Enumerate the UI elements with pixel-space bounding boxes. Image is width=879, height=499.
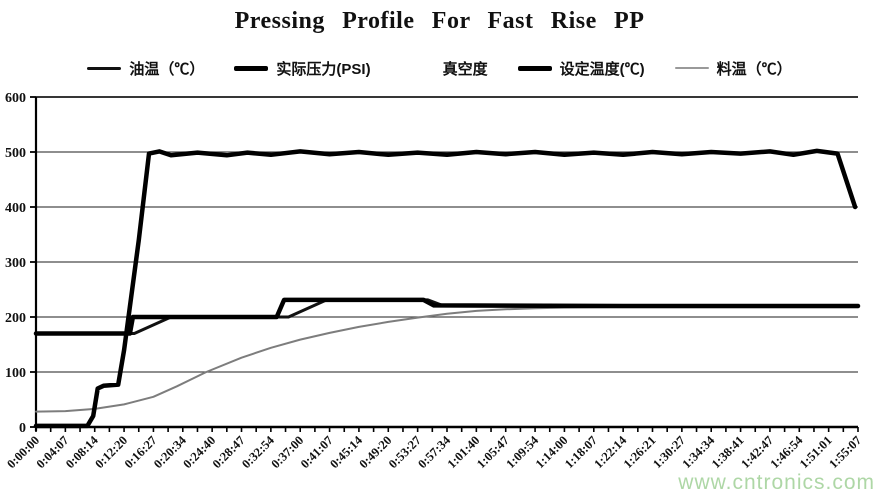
watermark: www.cntronics.com <box>678 471 875 494</box>
gridlines <box>36 96 858 429</box>
legend-swatch-pressure <box>234 65 269 71</box>
legend-label-material-temp: 料温（℃） <box>716 60 792 78</box>
legend-item-material-temp: 料温（℃） <box>674 58 792 79</box>
legend-item-oil-temp: 油温（℃） <box>87 58 204 79</box>
y-axis: 0 100 200 300 400 500 600 <box>5 91 38 436</box>
legend-swatch-material-temp <box>674 67 709 69</box>
y-tick-label: 400 <box>5 201 26 216</box>
legend-swatch-oil-temp <box>87 66 122 70</box>
y-tick-label: 300 <box>5 256 26 271</box>
chart-title: Pressing Profile For Fast Rise PP <box>234 8 645 34</box>
legend-label-vacuum: 真空度 <box>442 60 488 78</box>
series-pressure-line <box>33 148 858 429</box>
legend-label-oil-temp: 油温（℃） <box>129 60 205 78</box>
legend-swatch-set-temp <box>517 65 552 71</box>
x-axis-labels: 0:00:000:04:070:08:140:12:200:16:270:20:… <box>4 433 864 471</box>
y-tick-label: 200 <box>5 311 26 326</box>
legend-item-pressure: 实际压力(PSI) <box>234 58 371 79</box>
legend-label-pressure: 实际压力(PSI) <box>276 60 371 78</box>
legend-label-set-temp: 设定温度(℃) <box>559 60 645 78</box>
y-tick-label: 0 <box>19 421 26 436</box>
legend: 油温（℃） 实际压力(PSI) 真空度 设定温度(℃) 料温（℃） <box>0 55 879 81</box>
series-lines <box>33 148 861 429</box>
y-tick-label: 100 <box>5 366 26 381</box>
legend-item-vacuum: 真空度 <box>401 58 488 79</box>
y-tick-label: 600 <box>5 91 26 106</box>
series-set-temp-line <box>33 297 861 336</box>
x-tick-label: 1:55:07 <box>826 433 864 471</box>
y-tick-label: 500 <box>5 146 26 161</box>
legend-item-set-temp: 设定温度(℃) <box>517 58 645 79</box>
x-ticks <box>35 427 859 432</box>
